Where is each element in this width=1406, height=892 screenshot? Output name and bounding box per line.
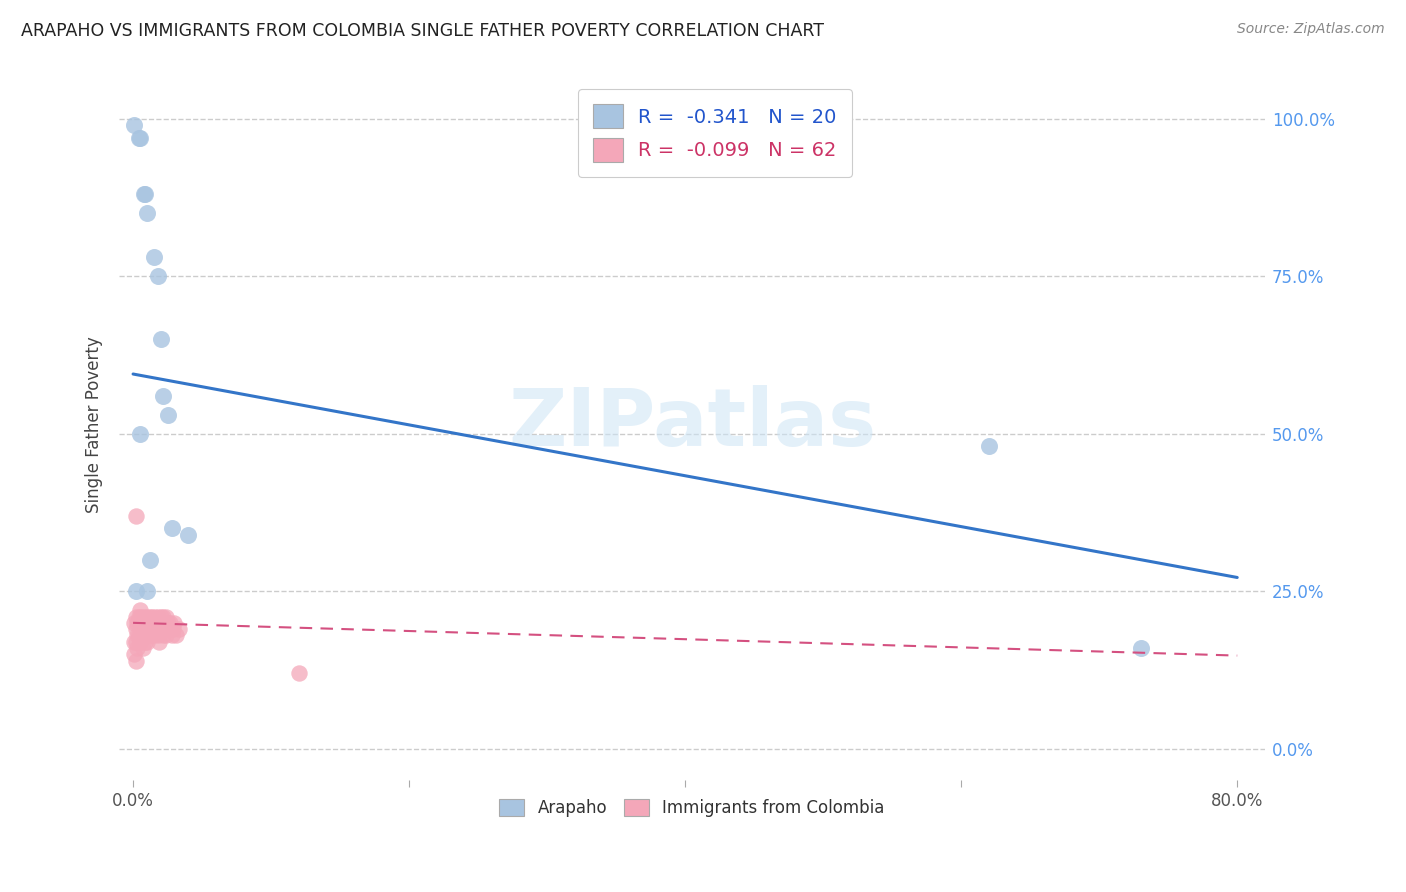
Point <box>127 640 149 655</box>
Point <box>139 628 162 642</box>
Point <box>138 622 160 636</box>
Point <box>128 628 150 642</box>
Point <box>125 584 148 599</box>
Point <box>149 332 172 346</box>
Point <box>148 615 170 630</box>
Point <box>132 640 155 655</box>
Point <box>124 648 146 662</box>
Point <box>125 508 148 523</box>
Point <box>134 187 156 202</box>
Point <box>155 628 177 642</box>
Point <box>136 628 159 642</box>
Point <box>153 615 176 630</box>
Point <box>146 269 169 284</box>
Point <box>124 615 146 630</box>
Point <box>148 634 170 648</box>
Point <box>131 628 153 642</box>
Text: ARAPAHO VS IMMIGRANTS FROM COLOMBIA SINGLE FATHER POVERTY CORRELATION CHART: ARAPAHO VS IMMIGRANTS FROM COLOMBIA SING… <box>21 22 824 40</box>
Point <box>160 521 183 535</box>
Point <box>143 622 166 636</box>
Point <box>156 615 179 630</box>
Point <box>136 615 159 630</box>
Point <box>134 628 156 642</box>
Point <box>152 389 174 403</box>
Point <box>132 628 155 642</box>
Point <box>125 622 148 636</box>
Point <box>134 187 156 202</box>
Point <box>165 628 187 642</box>
Point <box>977 440 1000 454</box>
Point <box>162 622 184 636</box>
Point <box>146 628 169 642</box>
Point <box>128 609 150 624</box>
Point <box>142 251 165 265</box>
Point <box>142 628 165 642</box>
Point <box>129 426 152 441</box>
Point <box>134 609 156 624</box>
Point <box>177 527 200 541</box>
Point <box>142 615 165 630</box>
Y-axis label: Single Father Poverty: Single Father Poverty <box>86 336 103 513</box>
Point <box>129 603 152 617</box>
Point <box>159 615 181 630</box>
Point <box>135 622 157 636</box>
Point <box>1129 640 1152 655</box>
Point <box>135 584 157 599</box>
Point <box>127 628 149 642</box>
Point <box>134 615 156 630</box>
Point <box>149 622 172 636</box>
Point <box>287 666 309 681</box>
Point <box>124 634 146 648</box>
Point <box>129 634 152 648</box>
Point <box>129 130 152 145</box>
Point <box>134 634 156 648</box>
Point <box>125 654 148 668</box>
Text: Source: ZipAtlas.com: Source: ZipAtlas.com <box>1237 22 1385 37</box>
Point <box>139 615 162 630</box>
Point <box>125 609 148 624</box>
Point <box>135 634 157 648</box>
Point <box>156 408 179 422</box>
Point <box>146 609 169 624</box>
Point <box>157 622 180 636</box>
Point <box>141 622 163 636</box>
Point <box>155 609 177 624</box>
Point <box>145 615 167 630</box>
Point <box>149 609 172 624</box>
Text: ZIPatlas: ZIPatlas <box>508 385 876 464</box>
Point <box>143 609 166 624</box>
Point <box>163 615 186 630</box>
Point <box>124 118 146 132</box>
Point <box>135 609 157 624</box>
Point <box>135 206 157 220</box>
Point <box>167 622 190 636</box>
Legend: Arapaho, Immigrants from Colombia: Arapaho, Immigrants from Colombia <box>491 790 893 825</box>
Point <box>152 628 174 642</box>
Point <box>138 553 160 567</box>
Point <box>131 609 153 624</box>
Point <box>150 615 173 630</box>
Point <box>128 130 150 145</box>
Point <box>152 609 174 624</box>
Point <box>127 615 149 630</box>
Point <box>138 609 160 624</box>
Point <box>141 609 163 624</box>
Point <box>125 634 148 648</box>
Point <box>160 628 183 642</box>
Point <box>659 112 682 126</box>
Point <box>129 615 152 630</box>
Point <box>132 615 155 630</box>
